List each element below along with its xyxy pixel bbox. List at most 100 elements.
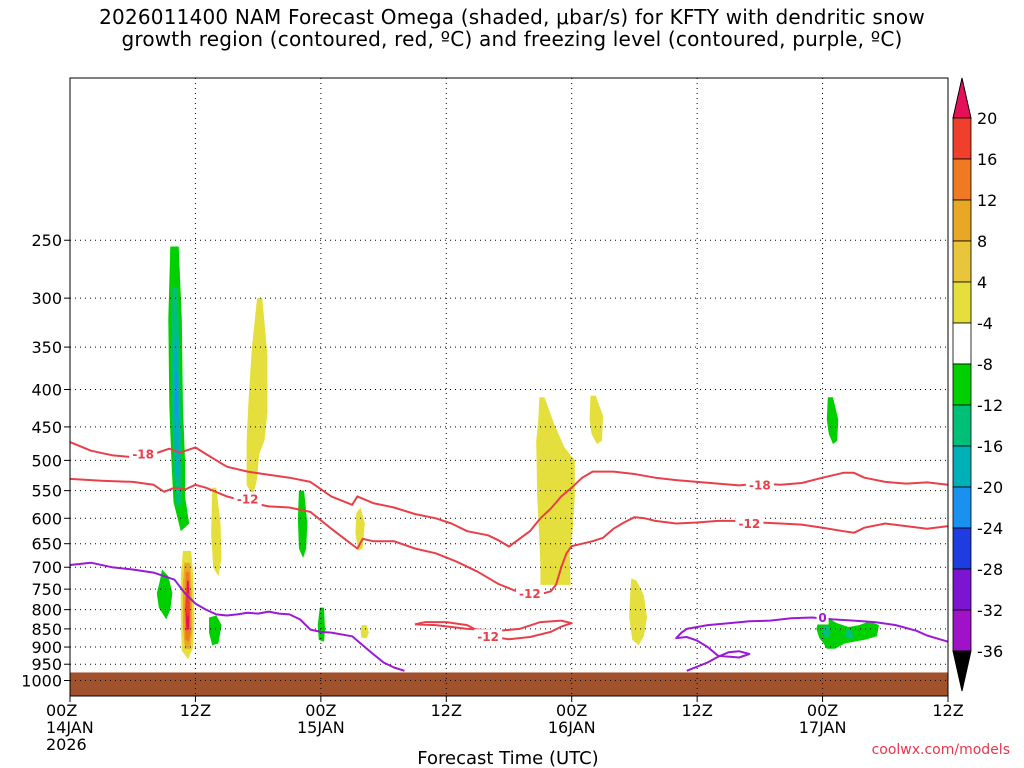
omega-region-13 — [297, 490, 308, 558]
colorbar-label-4: 4 — [977, 273, 987, 292]
dendritic-contour-label-5: -12 — [739, 517, 761, 531]
colorbar-label-9: -20 — [977, 478, 1003, 497]
freezing-contour-label-0: 0 — [818, 611, 826, 625]
colorbar-segment-0 — [952, 117, 972, 160]
y-tick-label-900: 900 — [31, 638, 62, 657]
y-tick-label-250: 250 — [31, 231, 62, 250]
colorbar: 20 16 12 8 4 -4 -8 -12 -16 -20 -24 -28 -32 -36 — [952, 77, 1003, 692]
colorbar-label-10: -24 — [977, 519, 1003, 538]
x-tick-label-84-0: 12Z — [932, 701, 963, 720]
colorbar-segment-3 — [952, 240, 972, 283]
x-tick-label-72-1: 17JAN — [799, 718, 847, 737]
y-tick-label-300: 300 — [31, 289, 62, 308]
y-tick-label-550: 550 — [31, 482, 62, 501]
colorbar-label-5: -4 — [977, 314, 993, 333]
chart-title-line-1: 2026011400 NAM Forecast Omega (shaded, μ… — [99, 5, 925, 29]
colorbar-segment-5 — [952, 322, 972, 365]
y-tick-label-450: 450 — [31, 418, 62, 437]
colorbar-segment-6 — [952, 363, 972, 406]
dendritic-contour-label-bg-4 — [745, 477, 774, 492]
dendritic-contour-label-1: -12 — [237, 493, 259, 507]
axes: 2503003504004505005506006507007508008509… — [21, 77, 964, 754]
y-tick-label-500: 500 — [31, 451, 62, 470]
dendritic-contour-label-0: -18 — [132, 447, 154, 461]
omega-region-19 — [629, 578, 647, 646]
dendritic-contour-label-2: -12 — [519, 587, 541, 601]
x-tick-label-48-0: 00Z — [556, 701, 587, 720]
colorbar-segment-11 — [952, 568, 972, 611]
x-tick-label-24-0: 00Z — [305, 701, 336, 720]
omega-region-20 — [826, 397, 839, 445]
x-tick-label-72-0: 00Z — [807, 701, 838, 720]
colorbar-segment-7 — [952, 404, 972, 447]
omega-region-4 — [156, 569, 173, 620]
chart-title-line-2: growth region (contoured, red, ºC) and f… — [121, 27, 903, 51]
omega-region-18 — [589, 395, 604, 445]
x-tick-label-24-1: 15JAN — [297, 718, 345, 737]
colorbar-label-11: -28 — [977, 560, 1003, 579]
dendritic-contour-label-bg-5 — [735, 516, 764, 531]
y-tick-label-950: 950 — [31, 655, 62, 674]
source-credit: coolwx.com/models — [871, 742, 1010, 758]
colorbar-segment-4 — [952, 281, 972, 324]
x-tick-label-0-2: 2026 — [46, 735, 87, 754]
colorbar-label-13: -36 — [977, 642, 1003, 661]
colorbar-bottom-arrow — [952, 650, 972, 692]
dendritic-contour-label-bg-3 — [474, 629, 503, 644]
contour-minus18 — [69, 441, 949, 548]
colorbar-label-6: -8 — [977, 355, 993, 374]
colorbar-label-7: -12 — [977, 396, 1003, 415]
colorbar-top-arrow — [952, 77, 972, 119]
y-tick-label-400: 400 — [31, 381, 62, 400]
omega-region-23 — [845, 629, 854, 640]
y-tick-label-700: 700 — [31, 558, 62, 577]
freezing-contour-label-bg-0 — [816, 610, 829, 625]
x-tick-label-12-0: 12Z — [180, 701, 211, 720]
x-axis-label: Forecast Time (UTC) — [417, 748, 598, 768]
y-tick-label-650: 650 — [31, 535, 62, 554]
dendritic-contour-label-bg-0 — [129, 446, 158, 461]
freezing-level-line-b — [675, 616, 949, 672]
omega-region-10 — [209, 615, 222, 646]
plot-frame — [69, 77, 949, 697]
colorbar-segment-2 — [952, 199, 972, 242]
omega-region-22 — [822, 625, 831, 639]
x-tick-label-36-0: 12Z — [431, 701, 462, 720]
omega-region-16 — [360, 625, 369, 639]
y-tick-label-750: 750 — [31, 580, 62, 599]
contour-lines: -18 -12 -12 -12 -18 -12 0 — [69, 441, 949, 672]
x-tick-label-60-0: 12Z — [681, 701, 712, 720]
grid-lines — [69, 78, 949, 696]
y-tick-label-600: 600 — [31, 509, 62, 528]
colorbar-segment-1 — [952, 158, 972, 201]
chart-title: 2026011400 NAM Forecast Omega (shaded, μ… — [0, 6, 1024, 50]
colorbar-label-12: -32 — [977, 601, 1003, 620]
colorbar-segment-9 — [952, 486, 972, 529]
dendritic-contour-label-bg-1 — [233, 492, 262, 507]
y-tick-label-1000: 1000 — [21, 672, 62, 691]
omega-region-3 — [175, 373, 178, 420]
omega-region-12 — [246, 298, 268, 497]
colorbar-segment-10 — [952, 527, 972, 570]
x-tick-label-0-0: 00Z — [46, 701, 77, 720]
y-tick-label-800: 800 — [31, 601, 62, 620]
ground-layer — [70, 672, 948, 696]
y-tick-label-350: 350 — [31, 338, 62, 357]
colorbar-segment-12 — [952, 609, 972, 652]
colorbar-segment-8 — [952, 445, 972, 488]
dendritic-contour-label-3: -12 — [477, 630, 499, 644]
dendritic-contour-label-bg-2 — [515, 586, 544, 601]
dendritic-contour-label-4: -18 — [749, 478, 771, 492]
omega-region-11 — [211, 487, 222, 577]
ground-fill — [70, 672, 948, 696]
colorbar-label-1: 16 — [977, 150, 997, 169]
colorbar-label-2: 12 — [977, 191, 997, 210]
colorbar-label-0: 20 — [977, 109, 997, 128]
omega-region-9 — [186, 593, 190, 618]
omega-region-15 — [317, 607, 325, 642]
colorbar-label-3: 8 — [977, 232, 987, 251]
freezing-level-line-a — [69, 561, 405, 672]
y-tick-label-850: 850 — [31, 620, 62, 639]
colorbar-label-8: -16 — [977, 437, 1003, 456]
